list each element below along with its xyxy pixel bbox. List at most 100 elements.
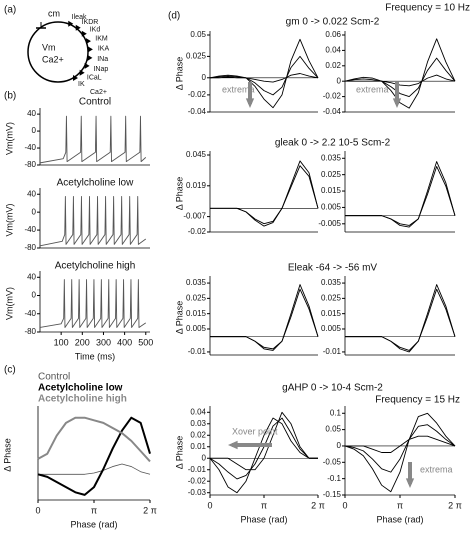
cell-label: Vm xyxy=(42,42,56,52)
y-tick-label: -40 xyxy=(24,225,36,234)
annotation-arrow xyxy=(405,478,415,488)
y-tick-label: -0.04 xyxy=(188,107,207,116)
data-line xyxy=(345,284,456,353)
frequency-label: Frequency = 15 Hz xyxy=(375,395,460,406)
data-line xyxy=(210,160,319,227)
y-tick-label: -0.005 xyxy=(318,219,341,228)
y-tick-label: 0.035 xyxy=(186,278,207,287)
cell-label: IKM xyxy=(95,35,108,42)
y-axis-label: Δ Phase xyxy=(2,438,12,472)
y-tick-label: 0.005 xyxy=(321,203,342,212)
y-tick-label: 0.1 xyxy=(330,408,342,417)
y-tick-label: 0.005 xyxy=(186,324,207,333)
annotation: extrema xyxy=(222,84,255,94)
chart-title: Eleak -64 -> -56 mV xyxy=(288,263,378,274)
channel-marker xyxy=(73,74,78,81)
x-tick-label: 0 xyxy=(207,500,212,510)
channel-marker xyxy=(79,69,85,76)
x-tick-label: 400 xyxy=(117,337,132,347)
y-tick-label: 0.035 xyxy=(321,278,342,287)
legend-label: Control xyxy=(38,372,70,383)
cell-label: ICaL xyxy=(87,74,102,81)
y-tick-label: 0.015 xyxy=(321,186,342,195)
y-tick-label: 0.02 xyxy=(190,430,206,439)
y-tick-label: 0.05 xyxy=(325,425,341,434)
panel-label: (b) xyxy=(4,91,16,102)
panel-label: (d) xyxy=(168,11,180,22)
x-tick-label: 200 xyxy=(75,337,90,347)
x-axis-label: Phase (rad) xyxy=(240,514,287,524)
chart-title: Acetylcholine low xyxy=(57,178,134,189)
y-tick-label: 40 xyxy=(27,272,36,281)
y-tick-label: 0.02 xyxy=(325,61,341,70)
channel-marker xyxy=(87,54,93,61)
y-tick-label: 0.015 xyxy=(321,309,342,318)
y-tick-label: 0.06 xyxy=(325,30,341,39)
panel-label: (a) xyxy=(4,5,16,16)
y-tick-label: 0 xyxy=(32,126,37,135)
y-tick-label: -80 xyxy=(24,243,36,252)
y-tick-label: -0.01 xyxy=(323,347,342,356)
x-tick-label: 0 xyxy=(35,505,40,515)
data-line xyxy=(209,417,318,494)
cell-label: INa xyxy=(97,56,108,63)
chart-title: gleak 0 -> 2.2 10-5 Scm-2 xyxy=(275,138,391,149)
y-axis-label: Δ Phase xyxy=(174,177,184,211)
data-line xyxy=(344,412,456,493)
y-tick-label: 0 xyxy=(202,453,207,462)
y-tick-label: 0.03 xyxy=(190,419,206,428)
y-tick-label: 0.025 xyxy=(321,170,342,179)
annotation: extrema xyxy=(420,464,453,474)
x-tick-label: π xyxy=(397,500,403,510)
y-tick-label: 0.025 xyxy=(321,293,342,302)
y-tick-label: 0.025 xyxy=(186,293,207,302)
y-tick-label: 0.04 xyxy=(190,407,206,416)
annotation-arrow xyxy=(228,440,238,450)
channel-marker xyxy=(75,24,81,31)
y-axis-label: Δ Phase xyxy=(174,436,184,470)
cell-label: INap xyxy=(93,66,108,73)
cell-label: Ca2+ xyxy=(42,54,64,64)
data-line xyxy=(38,463,151,475)
y-tick-label: 0.019 xyxy=(186,181,207,190)
legend-label: Acetylcholine low xyxy=(38,383,123,394)
y-tick-label: -0.01 xyxy=(188,347,207,356)
y-tick-label: 0.01 xyxy=(190,442,206,451)
y-tick-label: 40 xyxy=(27,189,36,198)
legend-label: Acetylcholine high xyxy=(38,394,127,405)
data-line xyxy=(209,55,319,96)
cell-label: cm xyxy=(48,8,60,18)
y-tick-label: 0 xyxy=(202,73,207,82)
cell-label: Ca2+ xyxy=(90,89,107,96)
data-line xyxy=(39,279,147,328)
y-tick-label: 0.005 xyxy=(321,324,342,333)
y-tick-label: 0.025 xyxy=(186,51,207,60)
x-tick-label: 300 xyxy=(96,337,111,347)
data-line xyxy=(37,416,151,496)
cell-label: IKA xyxy=(98,46,110,53)
data-line xyxy=(37,416,151,463)
cell-label: IKDR xyxy=(82,19,99,26)
frequency-label: Frequency = 10 Hz xyxy=(385,3,470,14)
y-tick-label: -80 xyxy=(24,160,36,169)
cell-membrane xyxy=(27,21,89,83)
channel-marker xyxy=(84,62,90,69)
annotation: extrema xyxy=(356,84,389,94)
data-line xyxy=(210,288,319,350)
chart-title: gm 0 -> 0.022 Scm-2 xyxy=(286,17,380,28)
x-axis-label: Time (ms) xyxy=(75,351,115,361)
x-tick-label: 0 xyxy=(342,500,347,510)
y-tick-label: -0.007 xyxy=(183,212,206,221)
y-tick-label: -0.03 xyxy=(188,488,207,497)
chart-title: Acetylcholine high xyxy=(55,261,136,272)
data-line xyxy=(345,435,456,453)
y-tick-label: 0.04 xyxy=(325,46,341,55)
y-tick-label: 0.035 xyxy=(321,153,342,162)
cell-label: IK xyxy=(78,81,85,88)
chart-title: gAHP 0 -> 10-4 Scm-2 xyxy=(282,383,383,394)
chart-title: Control xyxy=(79,97,111,108)
y-tick-label: 0 xyxy=(32,207,37,216)
y-axis-label: Vm(mV) xyxy=(4,204,14,237)
y-axis-label: Δ Phase xyxy=(174,57,184,91)
